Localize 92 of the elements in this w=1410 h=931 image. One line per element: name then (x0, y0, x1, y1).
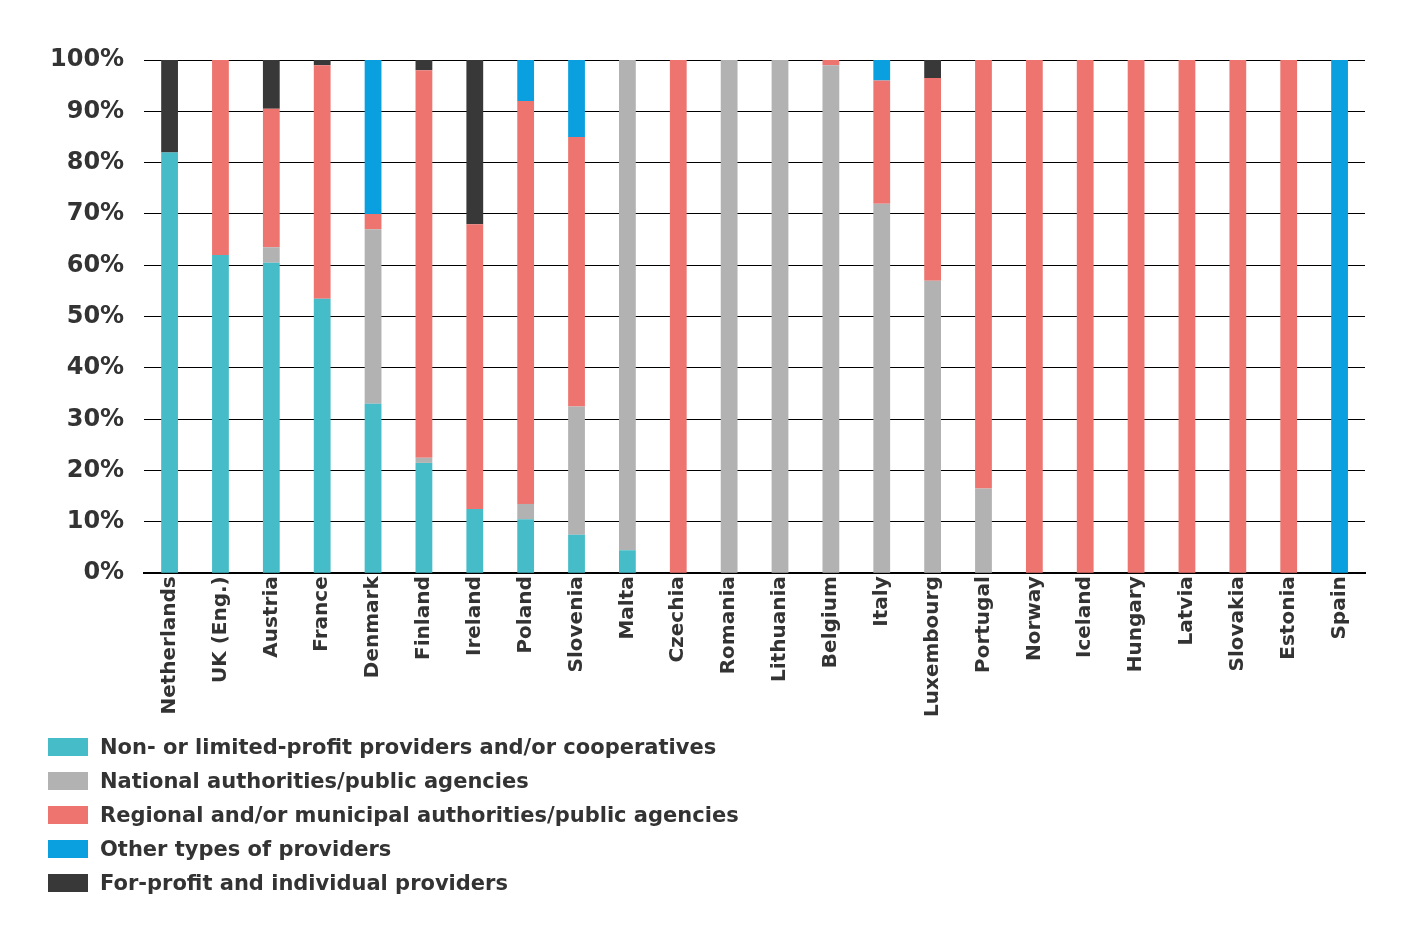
x-tick-label: Denmark (359, 575, 384, 679)
bar (568, 60, 585, 137)
bar (466, 60, 484, 225)
bar (568, 534, 585, 573)
y-tick-label: 90% (66, 95, 125, 124)
x-tick-label: Poland (511, 576, 536, 654)
x-tick-label: Slovenia (562, 576, 587, 673)
bar (466, 509, 484, 573)
bar (364, 229, 382, 404)
bar (1127, 60, 1145, 573)
bar (822, 65, 840, 573)
bar (262, 247, 280, 263)
legend-label: Non- or limited-profit providers and/or cooperatives (100, 735, 717, 759)
bar (771, 60, 789, 573)
bar (364, 403, 382, 573)
bar (619, 550, 636, 573)
y-tick-label: 30% (66, 403, 125, 432)
x-tick-label: Luxembourg (918, 576, 943, 717)
bar (1025, 60, 1043, 573)
bar (669, 60, 687, 573)
y-tick-label: 70% (66, 198, 125, 227)
x-tick-label: Hungary (1122, 576, 1147, 673)
bar (212, 255, 229, 573)
legend-label: Other types of providers (100, 837, 392, 861)
bar (720, 60, 738, 573)
x-tick-label: Norway (1020, 576, 1045, 661)
y-tick-label: 50% (66, 300, 125, 329)
x-tick-label: Netherlands (155, 576, 180, 715)
bar (924, 60, 942, 78)
bar (1178, 60, 1196, 573)
bar (364, 60, 382, 214)
bar (975, 488, 992, 573)
bar (313, 298, 331, 573)
bar (517, 101, 535, 504)
legend-label: Regional and/or municipal authorities/public agencies (100, 803, 739, 827)
bar (568, 406, 585, 535)
bar (1280, 60, 1298, 573)
bar (924, 77, 942, 281)
x-tick-label: Malta (613, 576, 638, 640)
y-tick-label: 80% (66, 146, 125, 175)
bar (415, 462, 433, 573)
bar (415, 60, 433, 71)
bar (364, 213, 382, 230)
bar (517, 60, 535, 102)
x-tick-label: Czechia (664, 576, 689, 663)
y-tick-label: 10% (66, 506, 125, 535)
x-tick-label: Spain (1325, 576, 1350, 640)
bar (619, 60, 636, 551)
x-tick-label: Slovakia (1224, 576, 1249, 672)
y-tick-label: 20% (66, 454, 125, 483)
bar (873, 80, 891, 204)
bar (924, 280, 942, 573)
bar (212, 60, 229, 256)
bar (517, 503, 535, 520)
bar (1229, 60, 1247, 573)
bar (1076, 60, 1094, 573)
bar (1331, 60, 1348, 573)
bar (161, 60, 178, 153)
x-tick-label: Iceland (1071, 576, 1096, 659)
bar (313, 60, 331, 66)
y-tick-label: 0% (83, 557, 125, 586)
bar (873, 203, 891, 573)
legend-label: National authorities/public agencies (100, 769, 529, 793)
legend-label: For-profit and individual providers (100, 871, 508, 895)
bar (415, 70, 433, 458)
x-tick-label: Ireland (461, 576, 485, 657)
bar (313, 65, 331, 299)
bar (466, 224, 484, 510)
y-tick-label: 60% (66, 249, 125, 278)
bar (262, 60, 280, 109)
x-tick-label: Finland (410, 576, 435, 660)
x-tick-label: UK (Eng.) (206, 576, 231, 684)
x-tick-label: Austria (257, 576, 282, 658)
bar (822, 60, 840, 66)
bar (517, 519, 535, 573)
bar (415, 457, 433, 463)
bar (873, 60, 891, 81)
x-tick-label: Romania (715, 576, 740, 675)
bar (262, 262, 280, 573)
x-tick-label: Estonia (1274, 576, 1299, 660)
x-tick-label: Belgium (817, 576, 842, 669)
x-tick-label: Italy (867, 576, 892, 627)
x-tick-label: Portugal (969, 576, 994, 673)
bar (975, 60, 992, 489)
y-tick-label: 100% (49, 44, 125, 73)
bar (568, 136, 585, 407)
bar (262, 108, 280, 248)
y-tick-label: 40% (66, 352, 125, 381)
x-tick-label: Lithuania (766, 576, 791, 682)
x-tick-label: France (308, 576, 333, 652)
x-tick-label: Latvia (1173, 576, 1198, 646)
bar (161, 152, 178, 573)
